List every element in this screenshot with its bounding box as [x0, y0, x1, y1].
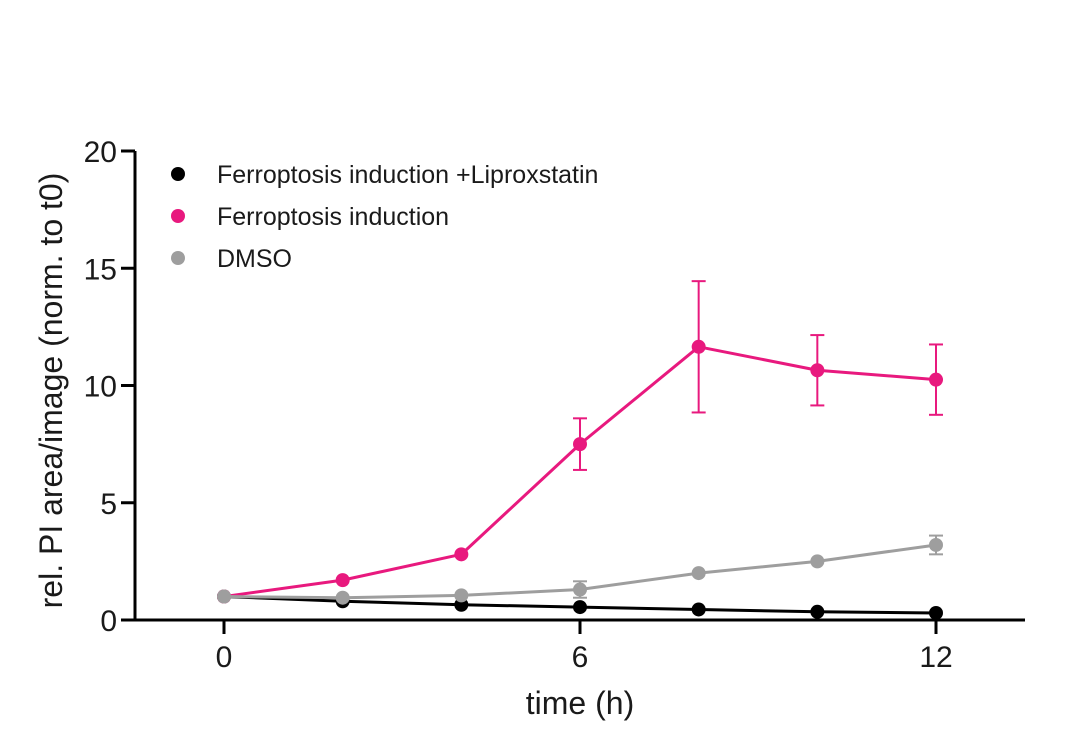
- data-point: [335, 573, 350, 588]
- data-point: [691, 566, 706, 581]
- data-point: [810, 604, 825, 619]
- y-tick-label: 10: [84, 371, 117, 404]
- series-3: [217, 534, 943, 605]
- axes: 0 5 10 15 20 0 6 12: [84, 136, 1025, 674]
- data-point: [691, 602, 706, 617]
- x-tick-label: 0: [216, 641, 233, 674]
- series-2: [217, 280, 943, 604]
- legend-label: Ferroptosis induction +Liproxstatin: [217, 161, 598, 189]
- y-tick-label: 15: [84, 253, 117, 286]
- data-point: [217, 589, 231, 604]
- data-point: [929, 605, 943, 620]
- y-tick-label: 20: [84, 136, 117, 169]
- data-point: [454, 547, 469, 562]
- x-tick-label: 6: [572, 641, 589, 674]
- legend-marker: [171, 251, 185, 265]
- data-point: [573, 437, 587, 452]
- data-point: [810, 554, 825, 569]
- data-point: [454, 588, 469, 603]
- y-tick-label: 0: [100, 605, 117, 638]
- x-tick-label: 12: [919, 641, 952, 674]
- legend-label: DMSO: [217, 245, 292, 273]
- y-axis-title: rel. PI area/image (norm. to t0): [33, 173, 69, 609]
- data-point: [810, 363, 825, 378]
- data-point: [929, 537, 943, 552]
- data-point: [691, 339, 706, 354]
- x-axis-title: time (h): [526, 685, 634, 721]
- legend: Ferroptosis induction +Liproxstatin Ferro…: [171, 161, 598, 273]
- legend-marker: [171, 209, 185, 223]
- series-layer: [217, 280, 943, 620]
- legend-label: Ferroptosis induction: [217, 203, 449, 231]
- legend-marker: [171, 167, 185, 181]
- data-point: [573, 600, 587, 615]
- data-point: [573, 582, 587, 597]
- data-point: [929, 372, 943, 387]
- y-tick-label: 5: [100, 488, 117, 521]
- data-point: [335, 590, 350, 605]
